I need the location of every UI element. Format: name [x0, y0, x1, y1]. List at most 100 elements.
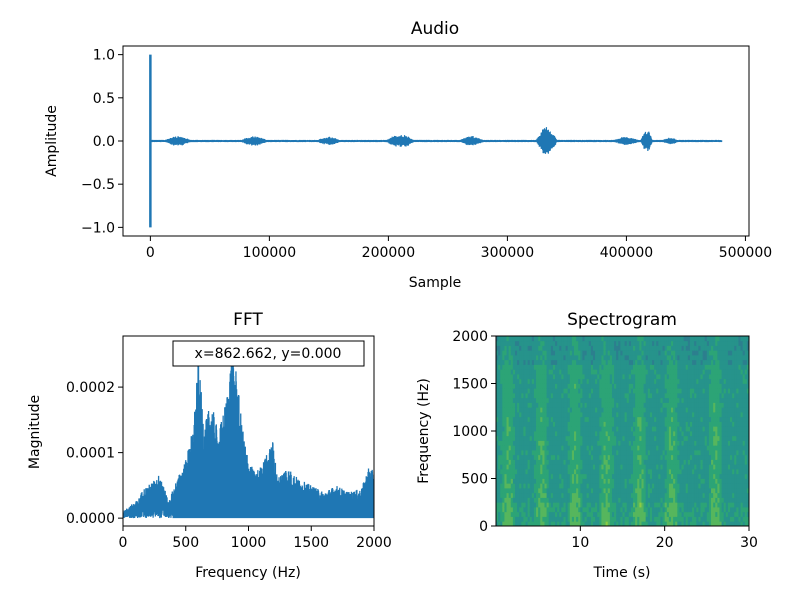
spectrogram-cell: [675, 421, 678, 427]
spectrogram-cell: [740, 340, 744, 346]
spectrogram-cell: [679, 473, 682, 479]
spectrogram-cell: [523, 359, 526, 365]
spectrogram-cell: [546, 454, 550, 460]
spectrogram-cell: [544, 454, 547, 460]
spectrogram-cell: [681, 435, 685, 441]
spectrogram-cell: [506, 336, 510, 342]
spectrogram-cell: [557, 440, 560, 446]
spectrogram-cell: [512, 402, 516, 408]
spectrogram-cell: [616, 393, 619, 399]
spectrogram-cell: [521, 488, 524, 494]
spectrogram-cell: [592, 454, 596, 460]
spectrogram-cell: [592, 355, 596, 361]
spectrogram-cell: [571, 350, 575, 356]
spectrogram-cell: [730, 388, 733, 394]
spectrogram-cell: [738, 383, 741, 389]
spectrogram-cell: [633, 388, 636, 394]
spectrogram-cell: [542, 402, 545, 408]
spectrogram-cell: [571, 336, 575, 342]
spectrogram-cell: [656, 402, 659, 408]
spectrogram-cell: [721, 450, 725, 456]
spectrogram-cell: [687, 507, 691, 513]
spectrogram-cell: [510, 407, 514, 413]
spectrogram-cell: [700, 516, 704, 522]
spectrogram-cell: [641, 469, 644, 475]
spectrogram-cell: [677, 388, 680, 394]
spectrogram-cell: [738, 402, 741, 408]
spectrogram-cell: [527, 483, 531, 489]
spectrogram-cell: [668, 388, 672, 394]
spectrogram-cell: [628, 497, 632, 503]
spectrogram-cell: [666, 336, 670, 342]
spectrogram-cell: [550, 488, 554, 494]
spectrogram-cell: [673, 431, 676, 437]
spectrogram-cell: [527, 464, 531, 470]
spectrogram-cell: [517, 511, 520, 517]
spectrogram-cell: [527, 450, 531, 456]
spectrogram-cell: [711, 378, 714, 384]
spectrogram-cell: [603, 421, 607, 427]
spectrogram-cell: [675, 431, 678, 437]
spectrogram-cell: [673, 516, 676, 522]
spectrogram-cell: [673, 402, 676, 408]
spectrogram-cell: [611, 336, 615, 342]
spectrogram-cell: [527, 511, 531, 517]
spectrogram-cell: [717, 374, 720, 380]
spectrogram-cell: [521, 350, 524, 356]
spectrogram-cell: [702, 388, 706, 394]
spectrogram-cell: [588, 369, 592, 375]
spectrogram-cell: [595, 421, 598, 427]
spectrogram-cell: [698, 445, 701, 451]
spectrogram-cell: [580, 359, 583, 365]
spectrogram-cell: [588, 378, 592, 384]
spectrogram-cell: [569, 440, 573, 446]
spectrogram-cell: [607, 464, 611, 470]
spectrogram-cell: [544, 402, 547, 408]
spectrogram-cell: [717, 450, 720, 456]
spectrogram-cell: [681, 345, 685, 351]
spectrogram-cell: [630, 473, 634, 479]
spectrogram-cell: [645, 435, 649, 441]
spectrogram-cell: [529, 507, 533, 513]
spectrogram-cell: [721, 469, 725, 475]
spectrogram-cell: [654, 388, 657, 394]
fft-y-tick-label: 0.0002: [66, 380, 115, 396]
spectrogram-cell: [559, 445, 562, 451]
spectrogram-cell: [687, 483, 691, 489]
spectrogram-cell: [588, 431, 592, 437]
spectrogram-cell: [595, 469, 598, 475]
spectrogram-cell: [590, 483, 594, 489]
spectrogram-cell: [652, 402, 655, 408]
spectrogram-cell: [605, 450, 609, 456]
spectrogram-cell: [626, 350, 630, 356]
spectrogram-cell: [683, 374, 687, 380]
spectrogram-cell: [531, 421, 535, 427]
spectrogram-cell: [706, 364, 710, 370]
spectrogram-cell: [529, 502, 533, 508]
spectrogram-cell: [561, 511, 564, 517]
spectrogram-cell: [711, 469, 714, 475]
spectrogram-cell: [692, 369, 695, 375]
spectrogram-cell: [637, 445, 640, 451]
spectrogram-cell: [708, 374, 712, 380]
spectrogram-cell: [500, 492, 503, 498]
spectrogram-cell: [574, 397, 577, 403]
spectrogram-cell: [732, 402, 735, 408]
spectrogram-cell: [668, 454, 672, 460]
spectrogram-cell: [740, 488, 744, 494]
spectrogram-cell: [635, 507, 638, 513]
spectrogram-cell: [683, 445, 687, 451]
spectrogram-cell: [571, 488, 575, 494]
spectrogram-cell: [706, 412, 710, 418]
spectrogram-cell: [571, 459, 575, 465]
spectrogram-cell: [679, 483, 682, 489]
spectrogram-cell: [527, 359, 531, 365]
spectrogram-cell: [649, 440, 653, 446]
spectrogram-cell: [708, 454, 712, 460]
spectrogram-cell: [626, 492, 630, 498]
spectrogram-cell: [645, 440, 649, 446]
spectrogram-cell: [614, 454, 617, 460]
spectrogram-cell: [540, 397, 543, 403]
spectrogram-cell: [597, 431, 600, 437]
spectrogram-cell: [611, 511, 615, 517]
